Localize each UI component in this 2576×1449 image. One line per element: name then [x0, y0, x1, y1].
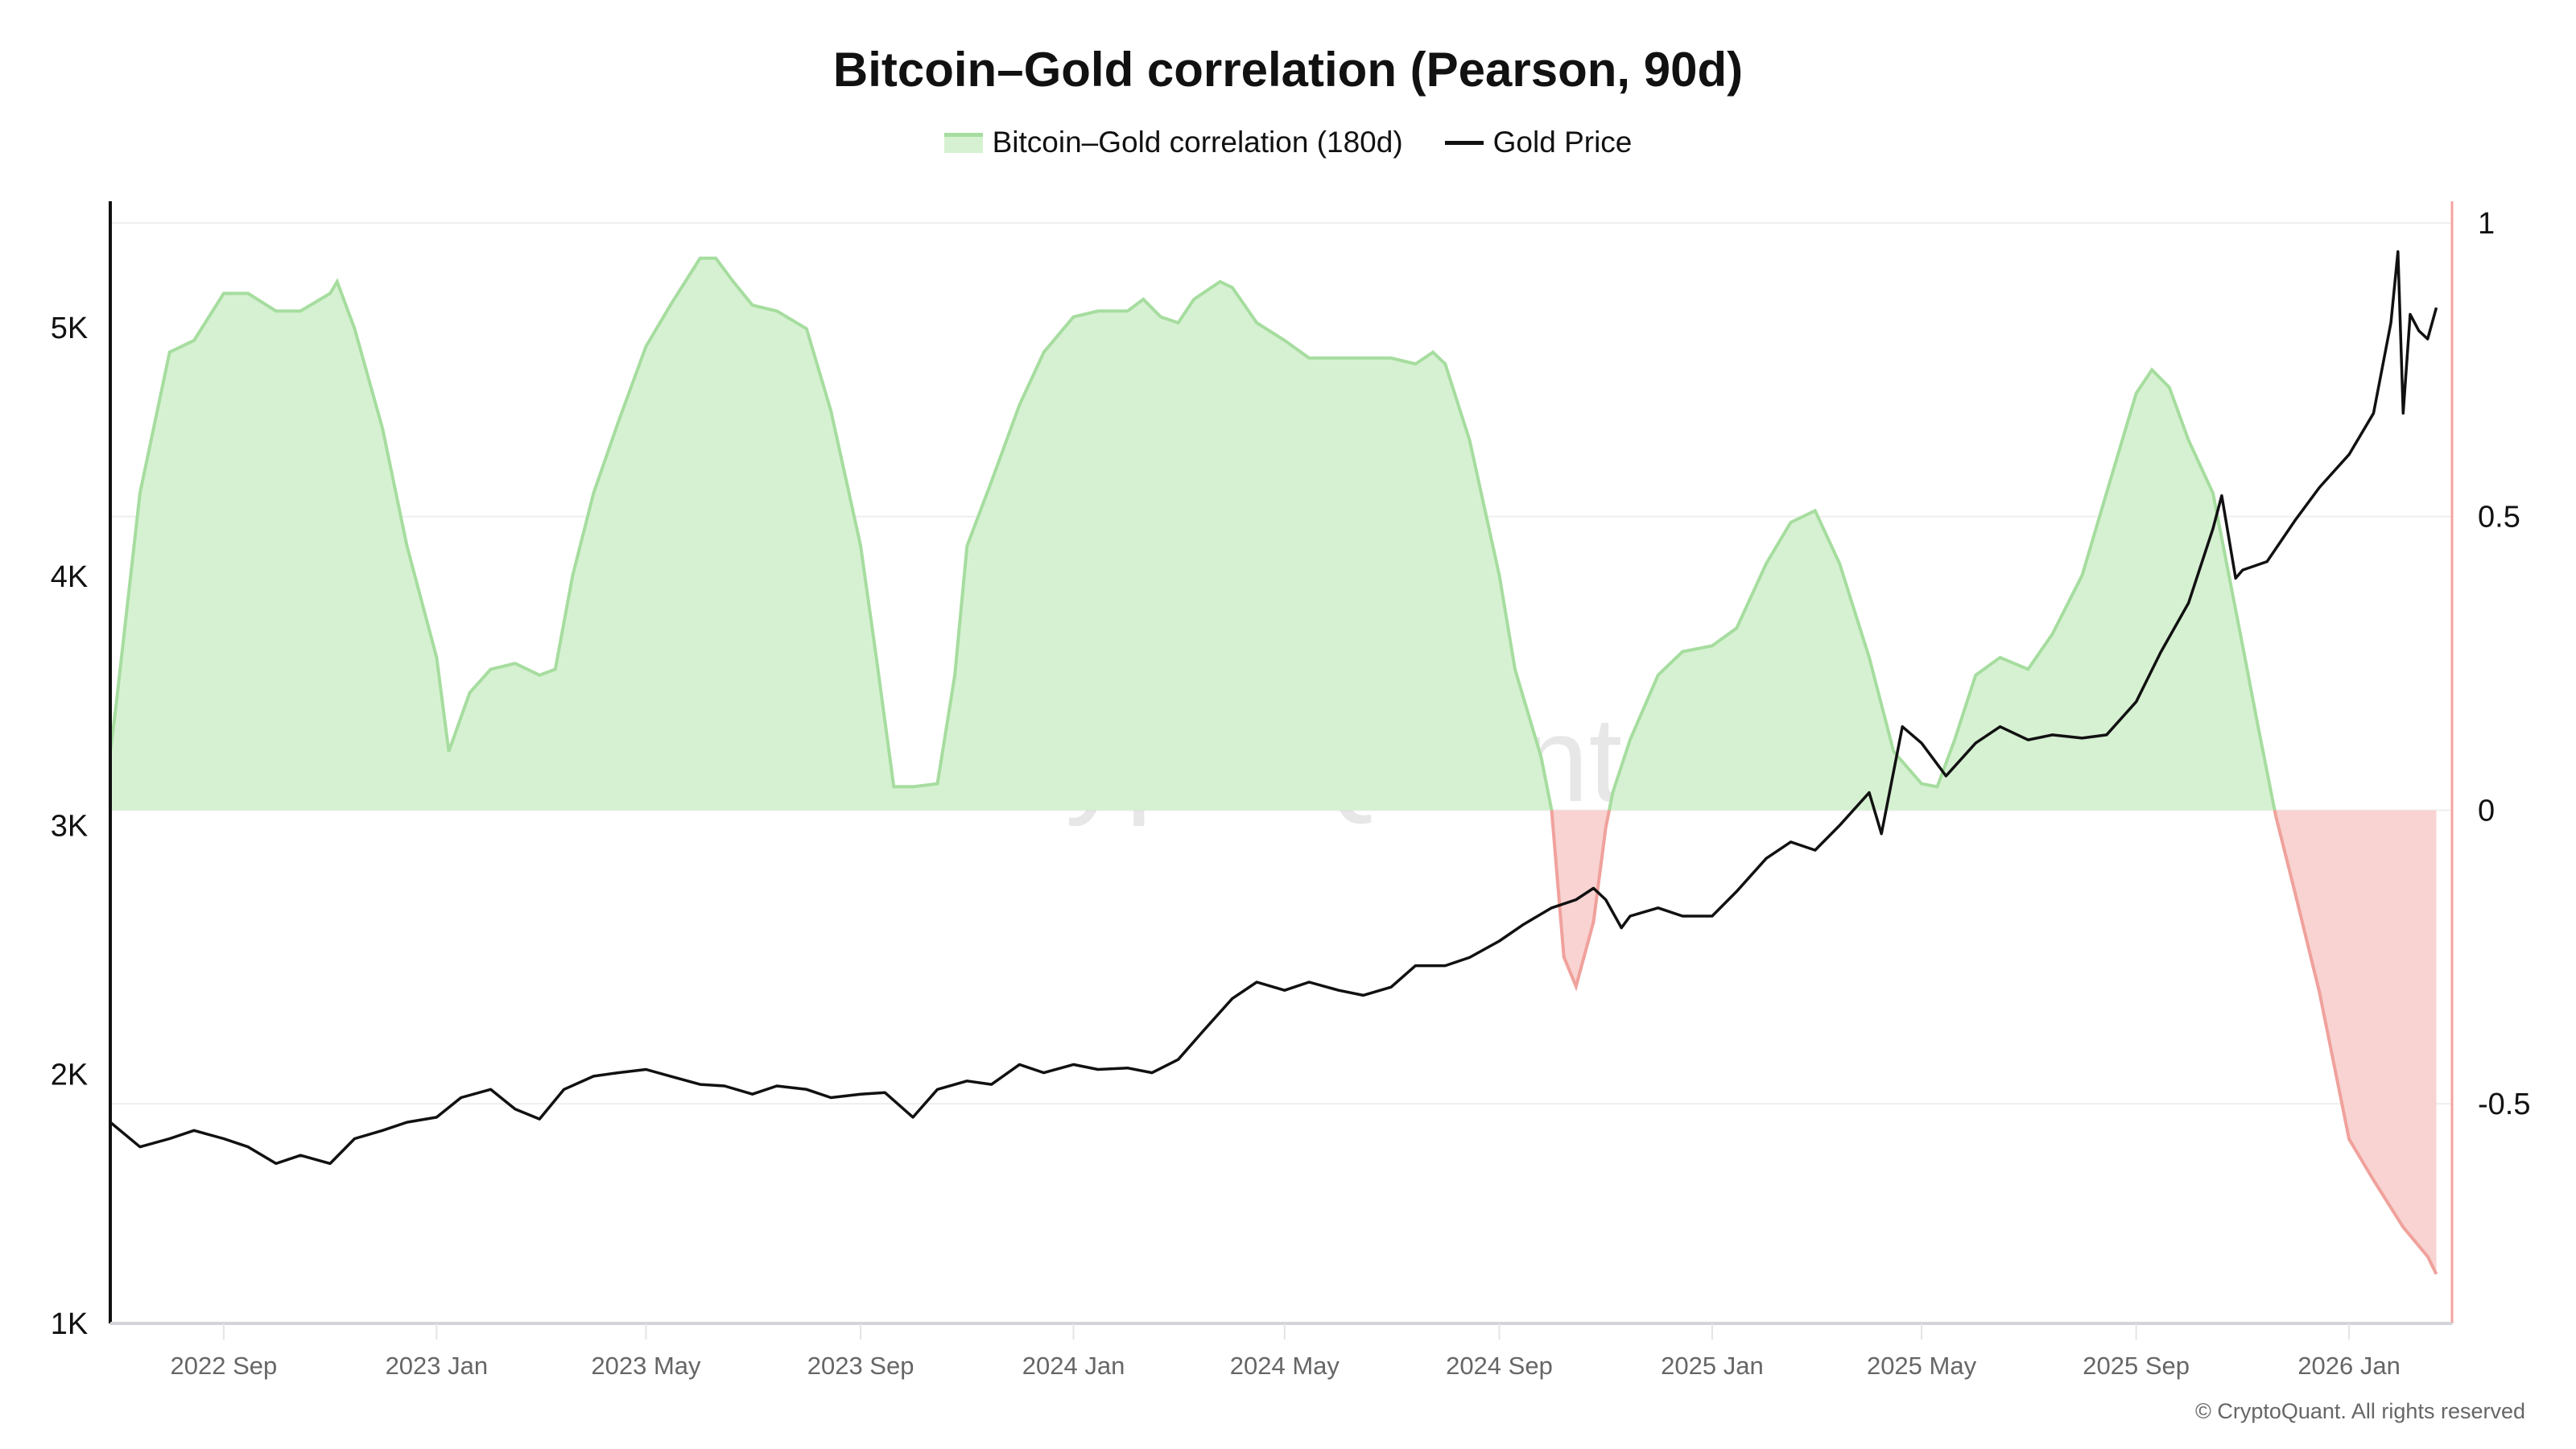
x-tick-label: 2023 Jan — [386, 1352, 489, 1380]
y-right-tick-label: 0 — [2478, 794, 2495, 828]
y-right-tick-label: 0.5 — [2478, 501, 2520, 535]
line-swatch-icon — [1444, 140, 1484, 145]
positive-correlation-line — [110, 256, 2277, 811]
axes — [109, 201, 2454, 1325]
x-tick-label: 2022 Sep — [171, 1352, 278, 1380]
x-tick-label: 2024 Sep — [1446, 1352, 1553, 1380]
gold-price-line — [109, 250, 2438, 1166]
copyright-notice: © CryptoQuant. All rights reserved — [2194, 1399, 2525, 1423]
y-left-tick-label: 4K — [51, 560, 88, 594]
positive-correlation-area — [110, 258, 2275, 811]
x-tick-label: 2023 May — [591, 1352, 701, 1380]
y-left-tick-label: 2K — [51, 1059, 88, 1092]
x-tick-label: 2026 Jan — [2297, 1352, 2401, 1380]
legend-label-correlation: Bitcoin–Gold correlation (180d) — [992, 126, 1403, 159]
tick-labels: 1K 2K 3K 4K 5K 1 0.5 0 -0.5 2022 Sep 2023 Jan 2023 … — [51, 207, 2531, 1380]
x-tick-label: 2023 Sep — [807, 1352, 914, 1380]
legend-item-gold-price[interactable]: Gold Price — [1444, 126, 1633, 159]
y-left-tick-label: 3K — [51, 809, 88, 843]
legend: Bitcoin–Gold correlation (180d) Gold Pri… — [0, 126, 2576, 159]
x-tick-label: 2025 May — [1867, 1352, 1977, 1380]
x-tick-label: 2025 Sep — [2083, 1352, 2190, 1380]
x-tick-label: 2024 Jan — [1022, 1352, 1125, 1380]
y-left-tick-label: 1K — [51, 1307, 88, 1341]
y-right-tick-label: 1 — [2478, 207, 2495, 241]
x-tick-label: 2024 May — [1230, 1352, 1340, 1380]
correlation-area — [110, 256, 2438, 1275]
legend-label-gold-price: Gold Price — [1492, 126, 1633, 159]
gold-price-path — [109, 250, 2438, 1166]
legend-item-correlation[interactable]: Bitcoin–Gold correlation (180d) — [943, 126, 1403, 159]
y-left-tick-label: 5K — [51, 312, 88, 345]
chart-title: Bitcoin–Gold correlation (Pearson, 90d) — [832, 43, 1744, 97]
area-swatch-icon — [943, 132, 983, 153]
y-right-tick-label: -0.5 — [2478, 1088, 2530, 1121]
x-tick-label: 2025 Jan — [1661, 1352, 1764, 1380]
